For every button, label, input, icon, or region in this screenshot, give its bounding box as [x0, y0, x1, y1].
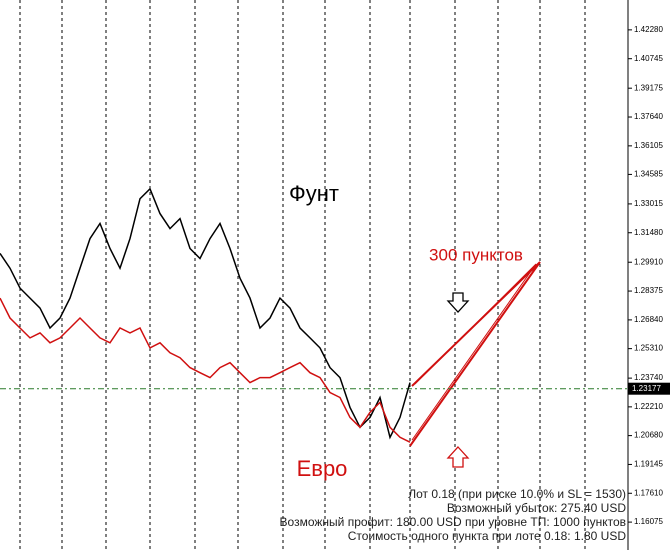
y-tick-label: 1.29910 [634, 257, 663, 266]
info-panel: Лот 0.18 (при риске 10.0% и SL = 1530)Во… [280, 487, 627, 543]
y-tick-label: 1.19145 [634, 460, 663, 469]
y-tick-label: 1.26840 [634, 315, 663, 324]
current-price-box [628, 382, 670, 395]
info-line: Стоимость одного пункта при лоте 0.18: 1… [348, 529, 627, 543]
y-tick-label: 1.17610 [634, 488, 663, 497]
price-line [0, 297, 411, 443]
points-label: 300 пунктов [429, 245, 523, 264]
info-line: Возможный профит: 180.00 USD при уровне … [280, 515, 626, 529]
y-tick-label: 1.37640 [634, 112, 663, 121]
price-line [0, 187, 411, 440]
y-tick-label: 1.28375 [634, 286, 663, 295]
y-tick-label: 1.31480 [634, 228, 663, 237]
y-tick-label: 1.39175 [634, 83, 663, 92]
y-tick-label: 1.23740 [634, 373, 663, 382]
y-tick-label: 1.20680 [634, 431, 663, 440]
trade-projection [409, 261, 541, 447]
y-tick-label: 1.40745 [634, 54, 663, 63]
euro-label: Евро [297, 456, 348, 481]
up-arrow [446, 446, 470, 468]
down-arrow [446, 292, 470, 313]
y-tick-label: 1.34585 [634, 170, 663, 179]
info-line: Лот 0.18 (при риске 10.0% и SL = 1530) [408, 487, 626, 501]
period-separators [19, 0, 586, 550]
y-tick-label: 1.22210 [634, 402, 663, 411]
y-tick-label: 1.36105 [634, 141, 663, 150]
current-price-label: 1.23177 [632, 384, 661, 393]
y-tick-label: 1.42280 [634, 25, 663, 34]
info-line: Возможный убыток: 275.40 USD [447, 501, 626, 515]
y-tick-label: 1.25310 [634, 344, 663, 353]
y-tick-label: 1.33015 [634, 199, 663, 208]
pound-label: Фунт [289, 181, 339, 206]
y-tick-label: 1.16075 [634, 517, 663, 526]
